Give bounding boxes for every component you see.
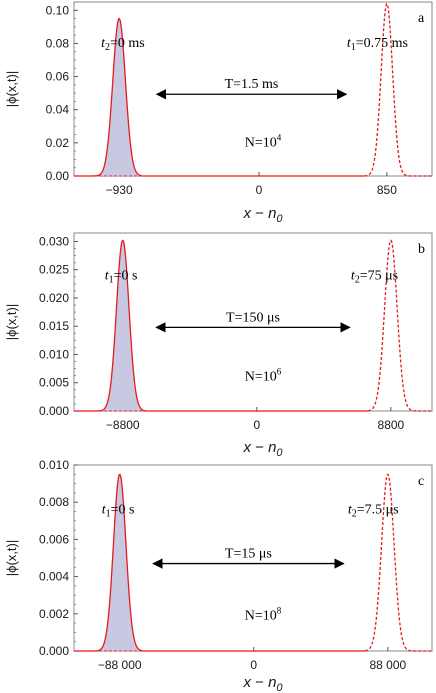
time-annotation-left: t1=0 s (102, 502, 135, 519)
time-annotation-right: t2=75 μs (351, 268, 398, 285)
series-line-1 (364, 473, 432, 652)
x-tick-label: 0 (256, 183, 263, 197)
x-tick-label: 0 (250, 658, 257, 672)
x-axis-label: x − n0 (242, 439, 283, 459)
y-tick-label: 0.004 (39, 570, 69, 584)
y-tick-label: 0.02 (46, 136, 70, 150)
panel-label: c (418, 474, 424, 489)
y-tick-label: 0.00 (46, 169, 70, 183)
particle-number-annotation: N=108 (245, 605, 282, 623)
period-annotation: T=150 μs (226, 310, 280, 325)
chart-panel-a: 0.00 0.02 0.04 0.06 0.08 0.10 −930 0 850 T=1.5 ms… (4, 1, 433, 225)
x-axis-label: x − n0 (242, 674, 283, 693)
time-annotation-left: t1=0 s (105, 268, 138, 285)
y-axis-label: |ϕ(x,t)| (4, 71, 19, 107)
x-tick-label: 8800 (378, 418, 405, 432)
y-axis-label: |ϕ(x,t)| (4, 540, 19, 576)
panel-label: b (418, 242, 425, 257)
series-line-1 (364, 2, 432, 177)
y-tick-label: 0.04 (46, 103, 70, 117)
y-tick-label: 0.006 (39, 532, 69, 546)
series-line-0 (74, 239, 146, 412)
period-annotation: T=1.5 ms (225, 77, 279, 92)
particle-number-annotation: N=106 (245, 367, 282, 385)
series-fill-0 (74, 18, 142, 176)
y-tick-label: 0.08 (46, 36, 70, 50)
x-tick-label: 88 000 (369, 658, 406, 672)
x-axis-label: x − n0 (242, 205, 283, 225)
panel-label: a (418, 11, 425, 26)
x-tick-label: 850 (377, 183, 397, 197)
y-tick-label: 0.025 (39, 263, 69, 277)
series-line-0 (74, 17, 142, 177)
x-tick-label: −8800 (106, 418, 140, 432)
y-tick-label: 0.000 (39, 404, 69, 418)
chart-panel-b: 0.000 0.005 0.010 0.015 0.020 0.025 0.030 −8800… (4, 232, 433, 459)
y-tick-label: 0.002 (39, 607, 69, 621)
y-tick-label: 0.030 (39, 234, 69, 248)
x-tick-label: 0 (253, 418, 260, 432)
series-fill-0 (74, 240, 146, 411)
y-tick-label: 0.008 (39, 495, 69, 509)
series-line-0 (74, 473, 143, 652)
x-tick-label: −930 (106, 183, 133, 197)
y-tick-label: 0.005 (39, 376, 69, 390)
y-tick-label: 0.10 (46, 3, 70, 17)
time-annotation-right: t2=7.5 μs (348, 502, 399, 519)
time-annotation-left: t2=0 ms (101, 36, 145, 53)
y-axis-label: |ϕ(x,t)| (4, 304, 19, 340)
series-fill-0 (74, 474, 143, 651)
y-tick-label: 0.010 (39, 458, 69, 472)
y-tick-label: 0.015 (39, 319, 69, 333)
y-tick-label: 0.020 (39, 291, 69, 305)
particle-number-annotation: N=104 (245, 132, 282, 150)
x-tick-label: −88 000 (98, 658, 142, 672)
y-tick-label: 0.000 (39, 644, 69, 658)
y-tick-label: 0.06 (46, 70, 70, 84)
series-line-1 (367, 239, 432, 412)
chart-panel-c: 0.000 0.002 0.004 0.006 0.008 0.010 −88 000 0 88… (4, 458, 433, 693)
y-tick-label: 0.010 (39, 347, 69, 361)
period-annotation: T=15 μs (225, 547, 272, 562)
time-annotation-right: t1=0.75 ms (347, 36, 408, 53)
